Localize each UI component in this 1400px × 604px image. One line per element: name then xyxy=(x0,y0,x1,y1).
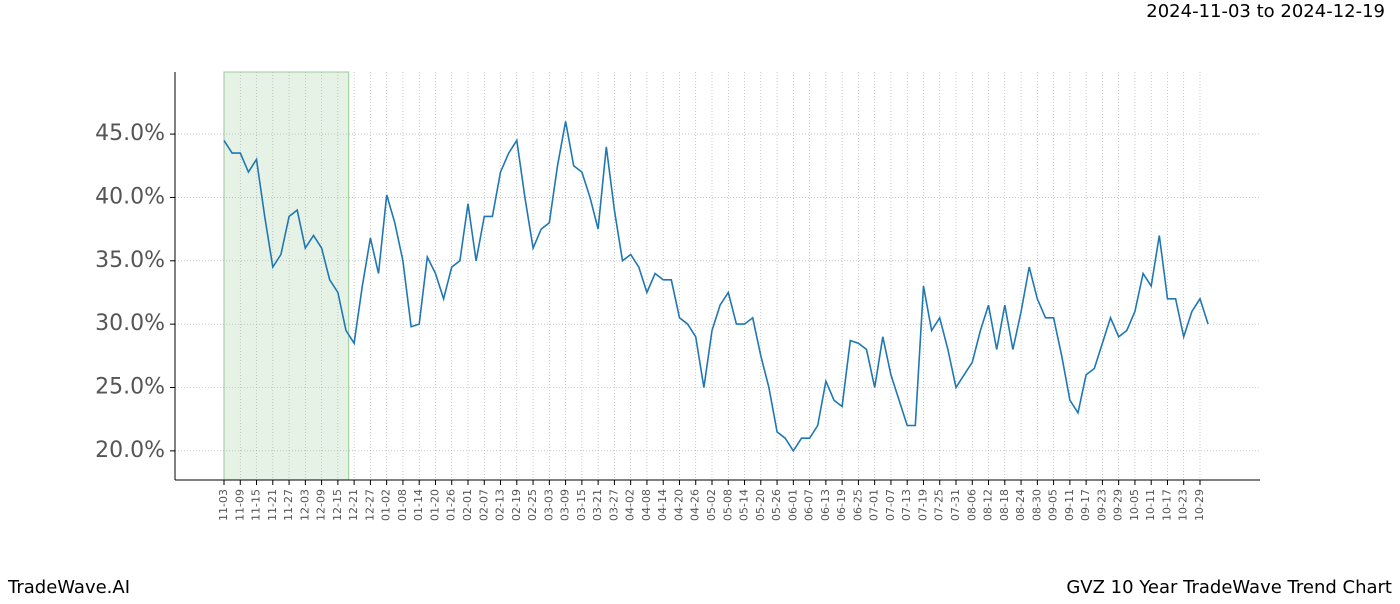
x-tick-label: 01-02 xyxy=(380,489,393,521)
x-tick-label: 10-11 xyxy=(1144,489,1157,521)
x-tick-label: 08-12 xyxy=(982,489,995,521)
x-tick-label: 12-15 xyxy=(331,489,344,521)
y-tick-label: 20.0% xyxy=(95,438,165,463)
x-tick-label: 09-11 xyxy=(1063,489,1076,521)
x-tick-label: 02-01 xyxy=(461,489,474,521)
highlight-window xyxy=(223,71,350,481)
y-tick-label: 25.0% xyxy=(95,375,165,400)
x-tick-label: 08-24 xyxy=(1014,489,1027,521)
x-tick-label: 11-27 xyxy=(282,489,295,521)
x-tick-label: 07-07 xyxy=(884,489,897,521)
x-tick-label: 06-13 xyxy=(819,489,832,521)
x-tick-label: 11-21 xyxy=(266,489,279,521)
x-tick-label: 10-17 xyxy=(1160,489,1173,521)
x-tick-label: 01-26 xyxy=(445,489,458,521)
y-tick-label: 30.0% xyxy=(95,311,165,336)
x-tick-label: 01-20 xyxy=(428,489,441,521)
x-tick-label: 02-07 xyxy=(477,489,490,521)
x-tick-label: 03-09 xyxy=(559,489,572,521)
x-tick-label: 10-29 xyxy=(1193,489,1206,521)
x-tick-label: 11-09 xyxy=(233,489,246,521)
x-tick-label: 04-08 xyxy=(640,489,653,521)
x-tick-label: 08-06 xyxy=(965,489,978,521)
x-tick-label: 09-05 xyxy=(1047,489,1060,521)
x-tick-label: 07-19 xyxy=(916,489,929,521)
x-tick-label: 03-15 xyxy=(575,489,588,521)
x-tick-label: 04-26 xyxy=(689,489,702,521)
x-tick-label: 05-02 xyxy=(705,489,718,521)
x-tick-label: 10-05 xyxy=(1128,489,1141,521)
x-tick-label: 04-14 xyxy=(656,489,669,521)
x-tick-label: 03-27 xyxy=(607,489,620,521)
x-tick-label: 12-03 xyxy=(298,489,311,521)
chart-subtitle: 2024-11-03 to 2024-12-19 xyxy=(1146,1,1385,22)
x-tick-label: 05-14 xyxy=(738,489,751,521)
line-series xyxy=(223,121,1209,453)
x-tick-label: 07-31 xyxy=(949,489,962,521)
x-tick-label: 05-20 xyxy=(754,489,767,521)
x-tick-label: 03-21 xyxy=(591,489,604,521)
x-tick-label: 01-14 xyxy=(412,489,425,521)
x-tick-label: 08-18 xyxy=(998,489,1011,521)
x-tick-label: 11-03 xyxy=(217,489,230,521)
x-tick-label: 09-29 xyxy=(1112,489,1125,521)
x-tick-label: 04-20 xyxy=(672,489,685,521)
x-tick-label: 04-02 xyxy=(624,489,637,521)
x-tick-label: 06-19 xyxy=(835,489,848,521)
x-tick-label: 08-30 xyxy=(1030,489,1043,521)
x-tick-label: 12-21 xyxy=(347,489,360,521)
x-tick-label: 09-23 xyxy=(1095,489,1108,521)
x-tick-label: 06-25 xyxy=(851,489,864,521)
x-tick-label: 05-26 xyxy=(770,489,783,521)
x-tick-label: 10-23 xyxy=(1177,489,1190,521)
x-tick-label: 02-13 xyxy=(494,489,507,521)
x-tick-label: 07-01 xyxy=(868,489,881,521)
chart-title: GVZ 10 Year TradeWave Trend Chart xyxy=(1066,577,1392,598)
brand: TradeWave.AI xyxy=(7,577,130,598)
y-tick-label: 40.0% xyxy=(95,184,165,209)
x-tick-label: 09-17 xyxy=(1079,489,1092,521)
y-tick-label: 45.0% xyxy=(95,121,165,146)
x-tick-label: 06-01 xyxy=(786,489,799,521)
x-tick-label: 05-08 xyxy=(721,489,734,521)
x-tick-label: 02-25 xyxy=(526,489,539,521)
x-tick-label: 02-19 xyxy=(510,489,523,521)
x-tick-label: 07-13 xyxy=(900,489,913,521)
x-tick-label: 11-15 xyxy=(250,489,263,521)
x-tick-label: 01-08 xyxy=(396,489,409,521)
x-tick-label: 06-07 xyxy=(803,489,816,521)
y-tick-label: 35.0% xyxy=(95,248,165,273)
x-tick-label: 12-09 xyxy=(315,489,328,521)
x-tick-label: 03-03 xyxy=(542,489,555,521)
x-tick-label: 07-25 xyxy=(933,489,946,521)
x-tick-label: 12-27 xyxy=(363,489,376,521)
